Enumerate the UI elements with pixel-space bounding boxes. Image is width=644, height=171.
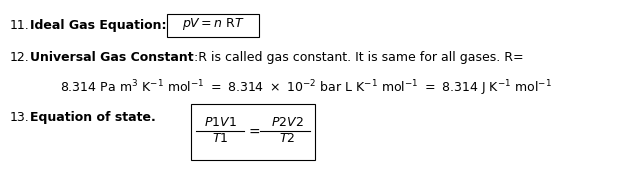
Text: $\mathit{P1V1}$: $\mathit{P1V1}$ [204,116,236,129]
Text: Ideal Gas Equation:: Ideal Gas Equation: [30,19,167,32]
Text: Universal Gas Constant: Universal Gas Constant [30,51,194,64]
Text: 13.: 13. [10,111,30,124]
Text: 11.: 11. [10,19,30,32]
Text: $8.314\ \mathrm{Pa\ m^3\ K^{-1}\ mol^{-1}}\ =\ 8.314\ \times\ 10^{-2}\ \mathrm{b: $8.314\ \mathrm{Pa\ m^3\ K^{-1}\ mol^{-1… [60,78,552,98]
Text: $=$: $=$ [245,124,260,138]
FancyBboxPatch shape [167,14,259,37]
Text: $\mathit{P2V2}$: $\mathit{P2V2}$ [270,116,303,129]
Text: $\mathit{T1}$: $\mathit{T1}$ [212,132,228,145]
FancyBboxPatch shape [191,104,315,160]
Text: $\mathit{T2}$: $\mathit{T2}$ [279,132,295,145]
Text: $\mathit{p}V = \mathit{n}\ \mathrm{R}\mathit{T}$: $\mathit{p}V = \mathit{n}\ \mathrm{R}\ma… [182,16,245,32]
Text: :R is called gas constant. It is same for all gases. R=: :R is called gas constant. It is same fo… [190,51,524,64]
Text: Equation of state.: Equation of state. [30,111,156,124]
Text: 12.: 12. [10,51,30,64]
